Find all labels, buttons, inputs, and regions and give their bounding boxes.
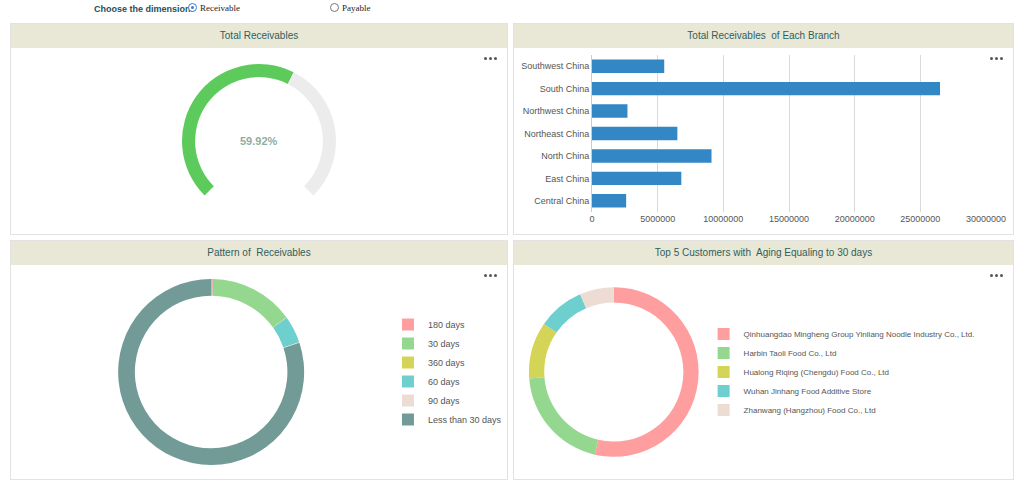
html-text:Total Receivables of Each Bran: Total Receivables of Each Branch	[687, 30, 840, 41]
svg-text:360 days: 360 days	[428, 358, 465, 368]
html-text:Total Receivables: Total Receivables	[219, 30, 299, 41]
svg-text:North China: North China	[541, 151, 589, 161]
html-text:Payable: Payable	[342, 3, 371, 13]
svg-text:Zhanwang (Hangzhou) Food Co.,: Zhanwang (Hangzhou) Food Co., Ltd	[744, 406, 876, 415]
svg-text:180 days: 180 days	[428, 320, 465, 330]
svg-text:East China: East China	[545, 174, 589, 184]
html-text:Pattern of Receivables: Pattern of Receivables	[207, 247, 311, 258]
svg-text:30000000: 30000000	[966, 214, 1006, 224]
svg-text:20000000: 20000000	[835, 214, 875, 224]
svg-text:Harbin Taoli Food Co., Ltd: Harbin Taoli Food Co., Ltd	[744, 349, 837, 358]
svg-text:30 days: 30 days	[428, 339, 460, 349]
html-text:Top 5 Customers with Aging Equ: Top 5 Customers with Aging Equaling to 3…	[654, 247, 873, 258]
svg-text:0: 0	[589, 214, 594, 224]
svg-text:5000000: 5000000	[640, 214, 675, 224]
svg-text:Wuhan Jinhang Food Additive St: Wuhan Jinhang Food Additive Store	[744, 387, 872, 396]
svg-text:25000000: 25000000	[900, 214, 940, 224]
svg-text:60 days: 60 days	[428, 377, 460, 387]
svg-text:15000000: 15000000	[769, 214, 809, 224]
html-text:Choose the dimension:: Choose the dimension:	[94, 4, 194, 14]
svg-text:Hualong Riqing (Chengdu) Food: Hualong Riqing (Chengdu) Food Co., Ltd	[744, 368, 889, 377]
svg-text:South China: South China	[540, 84, 590, 94]
svg-text:90 days: 90 days	[428, 396, 460, 406]
svg-text:Northwest China: Northwest China	[523, 106, 590, 116]
svg-text:Southwest China: Southwest China	[521, 61, 589, 71]
svg-text:59.92%: 59.92%	[240, 135, 278, 147]
svg-text:Central China: Central China	[534, 196, 589, 206]
svg-text:Northeast China: Northeast China	[524, 129, 589, 139]
svg-text:Less than 30 days: Less than 30 days	[428, 415, 502, 425]
html-text:Receivable: Receivable	[200, 3, 240, 13]
svg-text:Qinhuangdao Mingheng Group Yin: Qinhuangdao Mingheng Group Yinliang Nood…	[744, 330, 975, 339]
svg-text:10000000: 10000000	[703, 214, 743, 224]
